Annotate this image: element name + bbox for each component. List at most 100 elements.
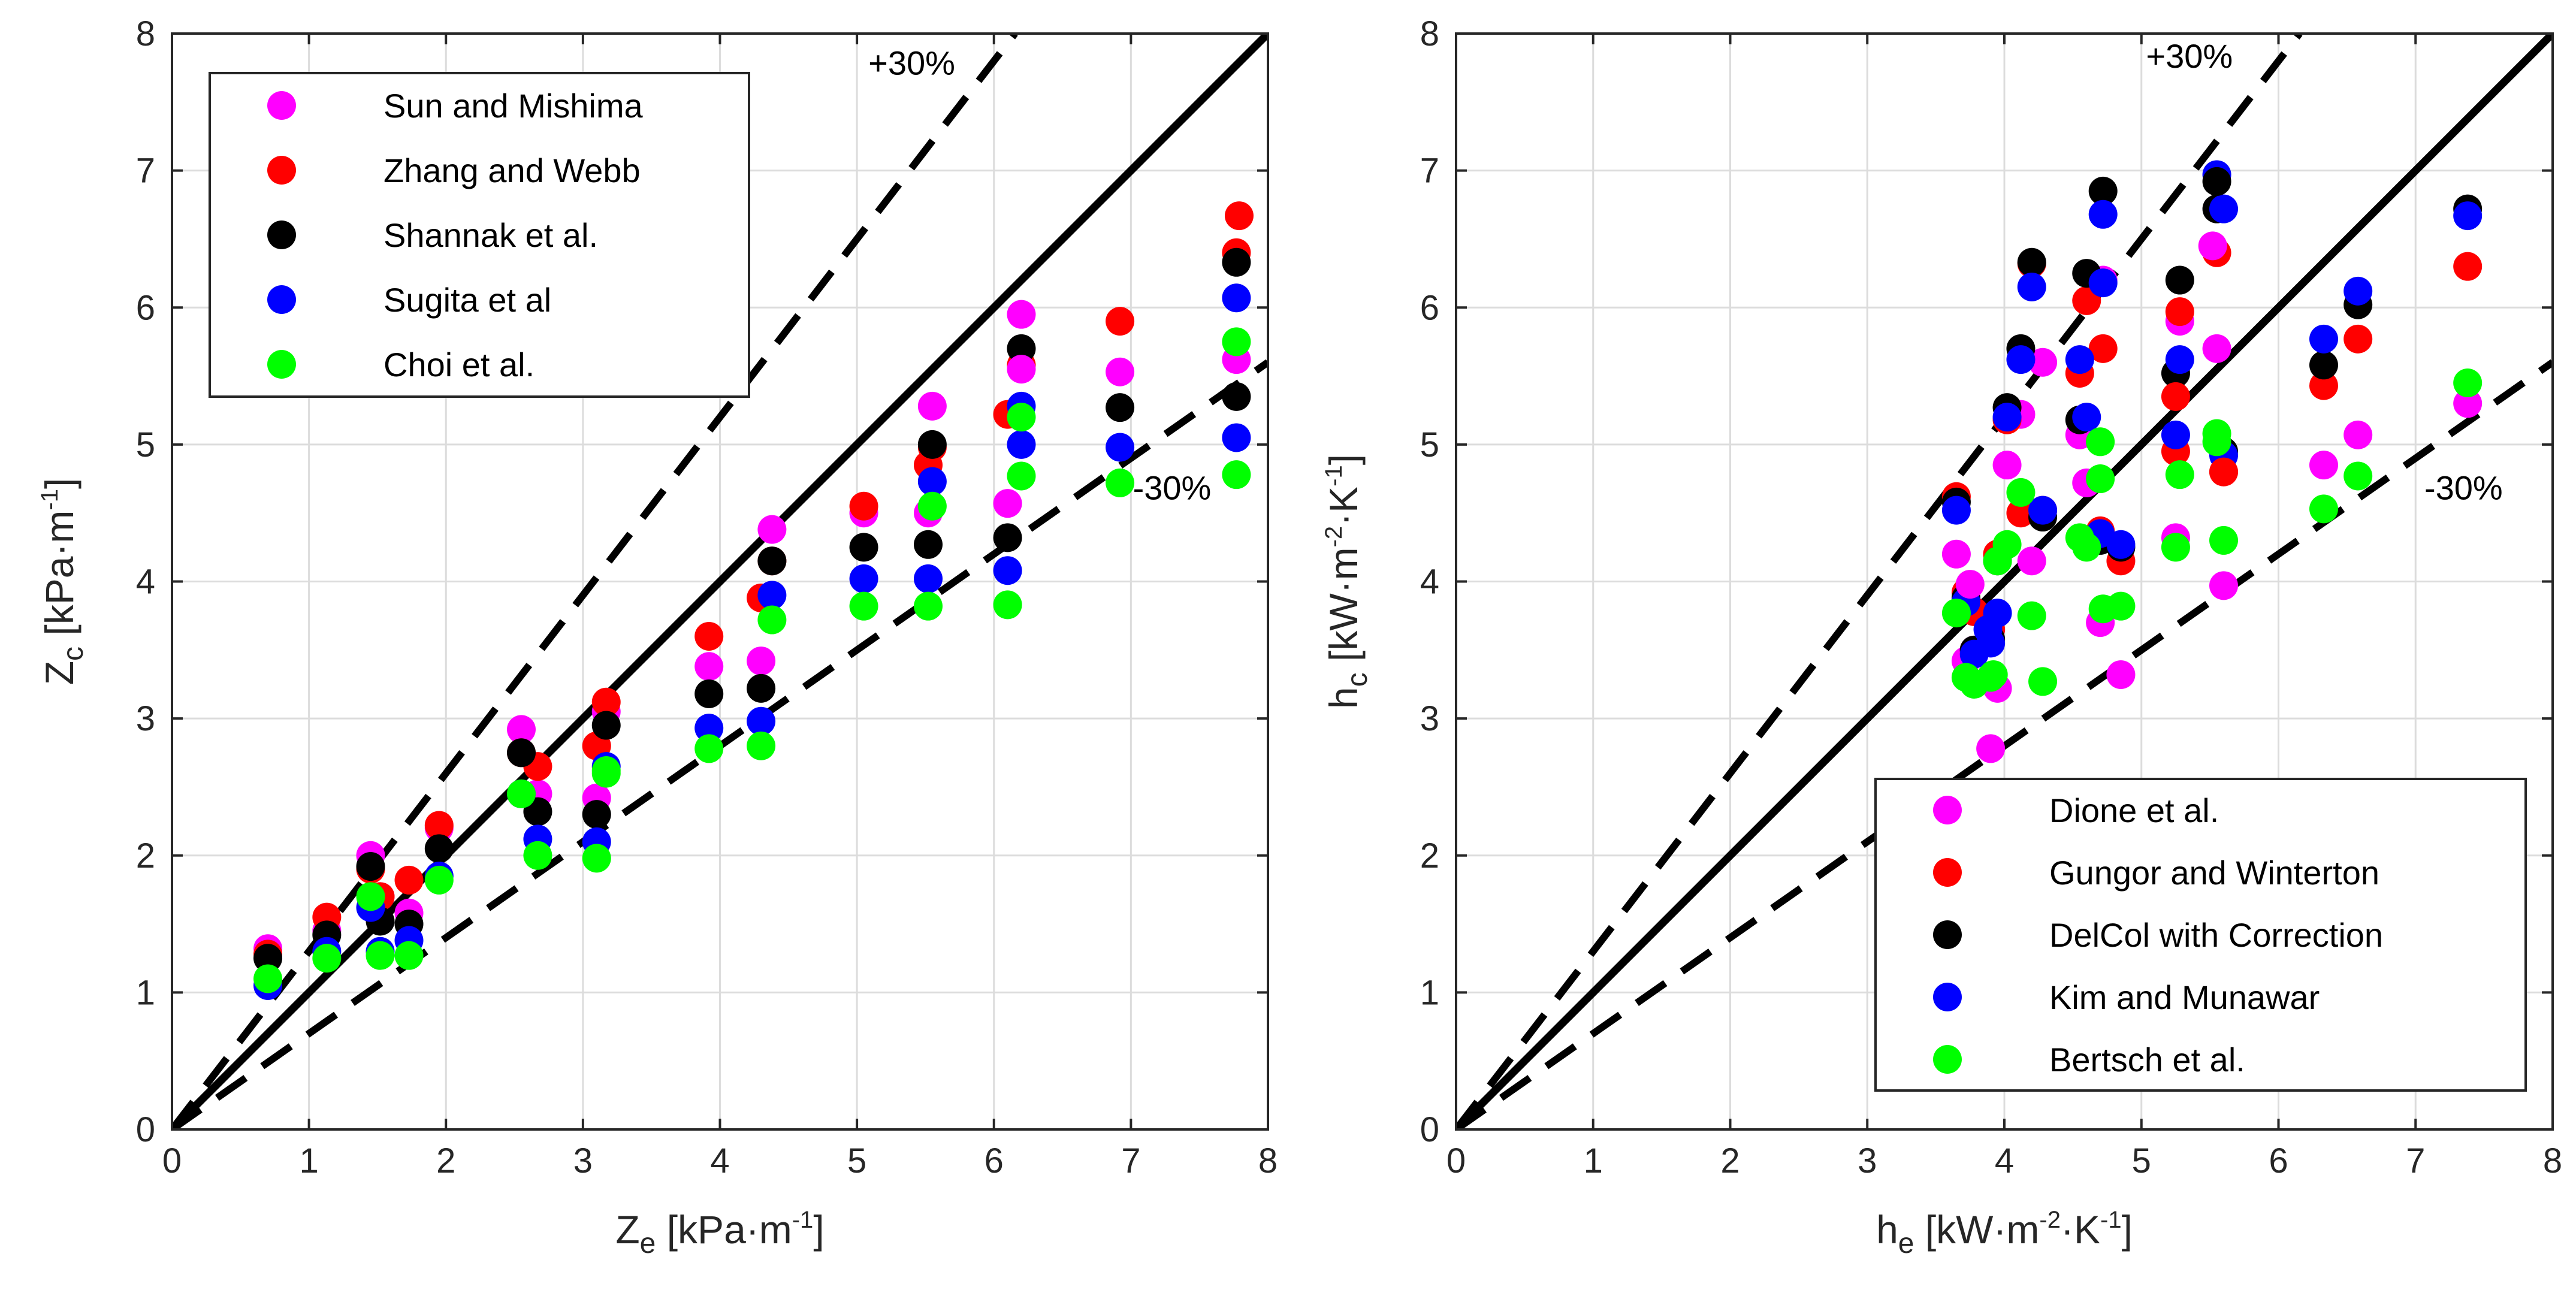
data-point	[1941, 599, 1971, 628]
data-point	[1007, 461, 1036, 491]
data-point	[2309, 451, 2338, 480]
data-point	[914, 591, 943, 621]
data-point	[757, 546, 787, 576]
data-point	[747, 731, 776, 760]
data-points	[253, 201, 1254, 1000]
data-point	[523, 841, 552, 870]
legend-marker	[1933, 920, 1962, 949]
data-point	[424, 865, 454, 895]
data-point	[747, 647, 776, 676]
data-point	[1106, 307, 1135, 336]
data-point	[253, 944, 283, 973]
data-point	[2106, 660, 2136, 689]
data-point	[1992, 403, 2022, 432]
y-tick-label: 6	[136, 288, 155, 327]
data-point	[849, 591, 878, 621]
legend-marker	[1933, 983, 1962, 1011]
x-tick-label: 6	[2269, 1141, 2288, 1180]
data-point	[2309, 351, 2338, 380]
x-tick-label: 8	[2543, 1141, 2562, 1180]
x-tick-label: 5	[847, 1141, 866, 1180]
data-point	[2028, 496, 2058, 525]
y-tick-label: 6	[1420, 288, 1439, 327]
data-point	[1224, 201, 1254, 231]
data-point	[2202, 419, 2231, 448]
data-point	[917, 430, 947, 459]
data-point	[917, 467, 947, 496]
data-point	[1007, 300, 1036, 329]
data-point	[2161, 533, 2190, 562]
legend-label: Dione et al.	[2049, 792, 2219, 829]
series-shannak-et-al-	[253, 247, 1251, 973]
data-point	[694, 652, 724, 681]
data-point	[2344, 420, 2373, 449]
data-point	[2088, 268, 2118, 298]
data-point	[2309, 371, 2338, 400]
data-point	[2017, 601, 2046, 630]
y-tick-label: 2	[136, 836, 155, 875]
parity-line	[172, 34, 1268, 1129]
data-point	[366, 941, 395, 970]
data-point	[2209, 457, 2238, 487]
plus-30-line	[172, 34, 1018, 1129]
data-point	[914, 564, 943, 593]
data-point	[1992, 451, 2022, 480]
y-tick-label: 0	[1420, 1110, 1439, 1149]
data-point	[1106, 468, 1135, 497]
data-point	[2072, 403, 2101, 432]
data-point	[424, 834, 454, 863]
data-point	[849, 491, 878, 521]
data-point	[2198, 231, 2227, 261]
x-tick-label: 2	[1720, 1141, 1740, 1180]
data-point	[2202, 334, 2231, 363]
plus-30-line	[1456, 34, 2303, 1129]
data-point	[2209, 194, 2238, 223]
legend-marker	[1933, 1045, 1962, 1074]
data-point	[2017, 272, 2046, 301]
data-point	[1222, 382, 1251, 411]
data-point	[2165, 297, 2194, 327]
data-point	[2344, 324, 2373, 354]
data-point	[2086, 464, 2115, 494]
y-axis-title: hc [kW·m-2·K-1]	[1321, 454, 1373, 709]
x-tick-label: 7	[1121, 1141, 1140, 1180]
legend-label: Kim and Munawar	[2049, 978, 2320, 1016]
y-tick-label: 0	[136, 1110, 155, 1149]
data-point	[424, 811, 454, 840]
x-tick-label: 3	[573, 1141, 593, 1180]
legend-marker	[267, 285, 296, 314]
y-tick-label: 5	[1420, 425, 1439, 464]
data-point	[1979, 660, 2008, 689]
x-tick-label: 5	[2132, 1141, 2151, 1180]
data-point	[2453, 252, 2483, 281]
ticks: 0 1 2 3 4 5 6 7 8 0 1 2 3 4 5 6 7 8	[1420, 14, 2562, 1180]
data-point	[694, 734, 724, 763]
data-point	[2086, 427, 2115, 457]
x-axis-title: he [kW·m-2·K-1]	[1876, 1207, 2133, 1259]
data-point	[2344, 276, 2373, 306]
y-tick-label: 8	[1420, 14, 1439, 53]
data-point	[2006, 345, 2036, 374]
legend-box	[1874, 778, 2527, 1092]
y-tick-label: 1	[1420, 973, 1439, 1012]
data-point	[1976, 734, 2006, 763]
left-panel-chart: 0 1 2 3 4 5 6 7 8 0 1 2 3 4 5 6 7 8 Ze [kPa·m-1] Zc [kPa·m-…	[37, 14, 1278, 1259]
data-point	[2088, 334, 2118, 363]
data-point	[757, 515, 787, 544]
y-tick-label: 4	[1420, 563, 1439, 602]
data-point	[1007, 430, 1036, 459]
data-point	[1222, 247, 1251, 277]
data-point	[993, 489, 1022, 518]
data-point	[2165, 345, 2194, 374]
x-tick-label: 1	[1584, 1141, 1603, 1180]
legend-label: Sun and Mishima	[383, 87, 644, 125]
data-point	[2165, 460, 2194, 490]
x-tick-label: 0	[1446, 1141, 1466, 1180]
y-axis-title: Zc [kPa·m-1]	[37, 478, 89, 685]
data-point	[591, 687, 621, 717]
data-point	[2453, 201, 2483, 231]
data-point	[1106, 393, 1135, 422]
data-point	[356, 852, 385, 881]
y-tick-label: 7	[1420, 152, 1439, 191]
